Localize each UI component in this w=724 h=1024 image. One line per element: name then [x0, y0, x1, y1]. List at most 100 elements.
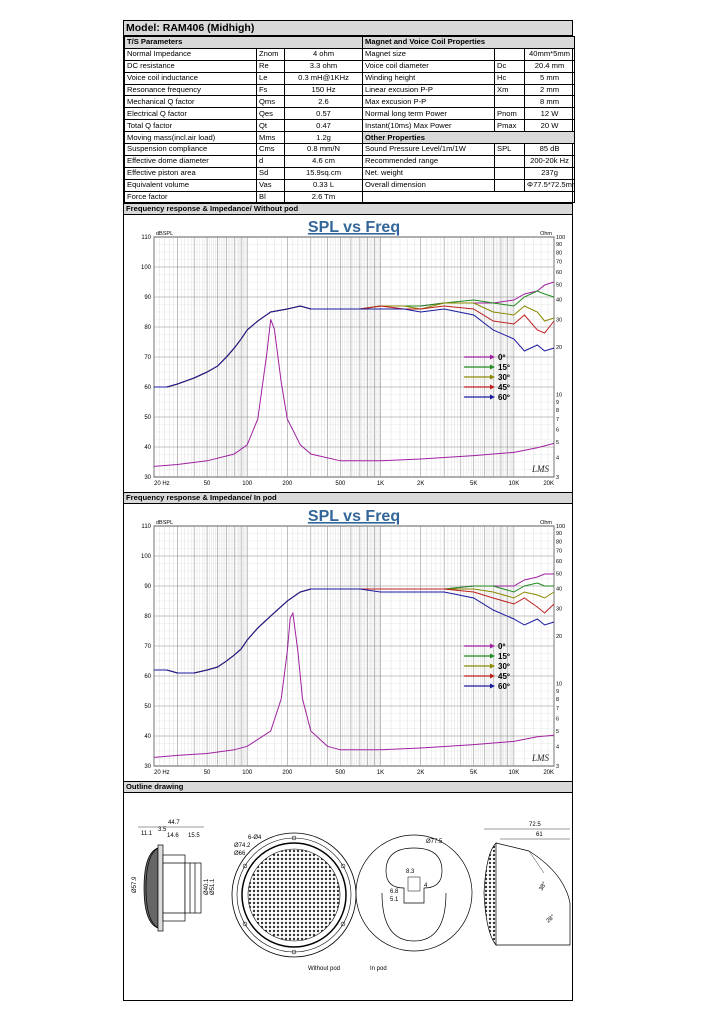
ts-param-name: Effective dome diameter	[124, 154, 257, 168]
dim-pod-h: 4	[424, 883, 428, 889]
y2-tick-label: 30	[556, 607, 562, 613]
legend-arrow	[490, 653, 495, 659]
prop-symbol: Hc	[494, 71, 526, 85]
y2-tick-label: 3	[556, 475, 559, 481]
ts-param-name: Effective piston area	[124, 166, 257, 180]
x-tick-label: 20 Hz	[154, 770, 170, 776]
dim-pod-depth: 61	[536, 832, 543, 838]
ts-param-name: DC resistance	[124, 59, 257, 73]
param-row: Mechanical Q factor Qms 2.6 Max excusion P-…	[124, 95, 576, 109]
y-tick-label: 90	[144, 295, 151, 301]
ts-param-symbol: Sd	[256, 166, 285, 180]
dim-pod-d: 6.8	[390, 889, 399, 895]
param-row: Suspension compliance Cms 0.8 mm/N Sound Pr…	[124, 143, 576, 156]
param-row: Total Q factor Qt 0.47 Instant(10ms) Max Po…	[124, 119, 576, 133]
y-tick-label: 100	[141, 265, 152, 271]
prop-symbol: SPL	[494, 143, 526, 156]
prop-value: 85 dB	[524, 143, 576, 156]
legend-label: 45º	[498, 672, 510, 681]
ts-param-symbol: Qt	[256, 119, 285, 133]
section-in-pod: Frequency response & Impedance/ In pod	[124, 492, 572, 505]
y-tick-label: 110	[141, 235, 151, 241]
x-tick-label: 20 Hz	[154, 481, 170, 487]
y2-tick-label: 30	[556, 318, 562, 324]
ts-param-value: 2.6	[283, 95, 364, 109]
prop-value: 237g	[524, 166, 576, 180]
chart-title: SPL vs Freq	[308, 508, 400, 525]
y-tick-label: 80	[144, 325, 151, 331]
x-tick-label: 50	[204, 770, 211, 776]
chart-title: SPL vs Freq	[308, 219, 400, 236]
y2-axis-label: Ohm	[540, 520, 552, 526]
param-row: Resonance frequency Fs 150 Hz Linear excusi…	[124, 83, 576, 97]
y2-tick-label: 70	[556, 549, 562, 555]
legend-arrow	[490, 663, 495, 669]
x-tick-label: 20K	[543, 770, 554, 776]
legend-label: 0º	[498, 642, 505, 651]
x-tick-label: 1K	[377, 481, 384, 487]
y2-tick-label: 90	[556, 243, 562, 249]
y-tick-label: 70	[144, 644, 151, 650]
ts-param-value: 4 ohm	[283, 47, 364, 61]
param-row: Equivalent volume Vas 0.33 L Overall dimens…	[124, 178, 576, 192]
legend-arrow	[490, 364, 495, 370]
prop-name: Recommended range	[362, 154, 496, 168]
ts-param-value: 0.33 L	[283, 178, 364, 192]
x-tick-label: 10K	[509, 770, 520, 776]
dim-holes: 6-Ø4	[248, 835, 262, 841]
caption-in-pod: In pod	[370, 966, 387, 972]
legend-label: 30º	[498, 373, 510, 382]
pod-back-view: Ø77.5 8.3 4 6.8 5.1 In pod	[355, 835, 473, 972]
ts-param-symbol: Znom	[256, 47, 285, 61]
y2-tick-label: 20	[556, 635, 562, 641]
prop-name: Sound Pressure Level/1m/1W	[362, 143, 496, 156]
y2-tick-label: 100	[556, 235, 565, 241]
ts-param-symbol: Re	[256, 59, 285, 73]
y2-tick-label: 10	[556, 393, 562, 399]
ts-param-symbol: d	[256, 154, 285, 168]
y-axis-label: dBSPL	[156, 231, 173, 237]
ts-param-value: 0.47	[283, 119, 364, 133]
dim-overall-depth: 44.7	[168, 820, 180, 826]
y2-tick-label: 7	[556, 417, 559, 423]
x-tick-label: 200	[282, 481, 293, 487]
x-tick-label: 100	[242, 770, 253, 776]
ts-param-name: Equivalent volume	[124, 178, 257, 192]
y2-tick-label: 9	[556, 400, 559, 406]
y2-tick-label: 80	[556, 251, 562, 257]
ts-param-name: Electrical Q factor	[124, 107, 257, 121]
y2-tick-label: 40	[556, 298, 562, 304]
prop-symbol: Xm	[494, 83, 526, 97]
prop-value: 8 mm	[524, 95, 576, 109]
prop-name: Magnet size	[362, 47, 496, 61]
prop-value: 40mm*5mm	[524, 47, 576, 61]
y-tick-label: 70	[144, 355, 151, 361]
ts-param-value: 150 Hz	[283, 83, 364, 97]
y2-tick-label: 7	[556, 706, 559, 712]
prop-symbol	[494, 95, 526, 109]
y2-tick-label: 60	[556, 270, 562, 276]
y2-tick-label: 8	[556, 408, 559, 414]
ts-param-value: 1.2g	[283, 131, 364, 145]
dim-h2: Ø40.1	[204, 878, 210, 895]
y-tick-label: 30	[144, 764, 151, 770]
legend-arrow	[490, 354, 495, 360]
dim-front-outer: Ø74.2	[234, 843, 251, 849]
ts-param-value: 0.8 mm/N	[283, 143, 364, 156]
param-row: Normal Impedance Znom 4 ohm Magnet size 40mm…	[124, 47, 576, 61]
ts-param-name: Normal Impedance	[124, 47, 257, 61]
ts-param-value: 15.9sq.cm	[283, 166, 364, 180]
impedance-line	[153, 611, 555, 759]
dim-pod-outer: Ø77.5	[426, 839, 443, 845]
ts-param-name: Total Q factor	[124, 119, 257, 133]
x-tick-label: 5K	[470, 770, 477, 776]
other-header: Other Properties	[362, 131, 576, 145]
prop-name: Voice coil diameter	[362, 59, 496, 73]
dim-angle2: 28°	[545, 914, 556, 925]
lms-watermark: LMS	[531, 753, 550, 763]
prop-value: 20.4 mm	[524, 59, 576, 73]
dim-d2: 11.1	[141, 831, 153, 837]
param-row: Moving mass(incl.air load) Mms 1.2g Other P…	[124, 131, 576, 145]
param-row: Effective piston area Sd 15.9sq.cm Net. wei…	[124, 166, 576, 180]
legend-arrow	[490, 384, 495, 390]
